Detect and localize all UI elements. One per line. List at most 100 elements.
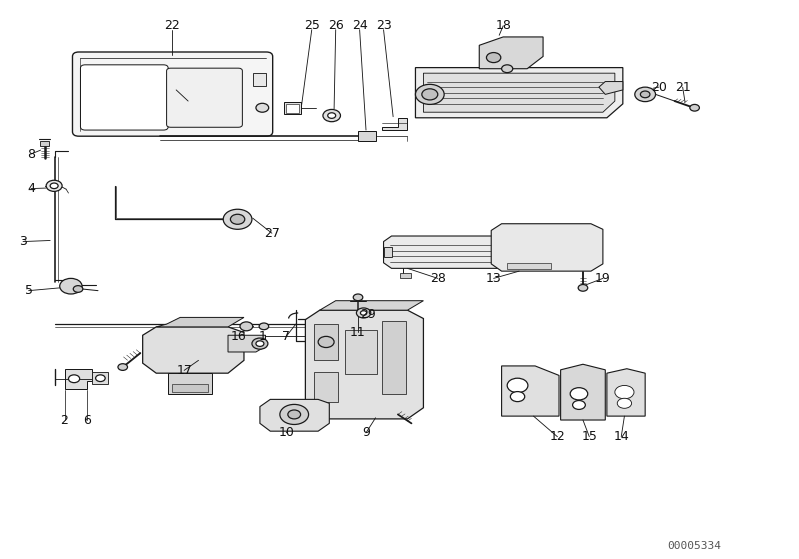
FancyBboxPatch shape (73, 52, 272, 136)
Circle shape (640, 91, 650, 98)
Bar (286, 104, 299, 113)
Text: 14: 14 (614, 430, 629, 443)
Circle shape (256, 103, 268, 112)
Polygon shape (384, 236, 583, 268)
Circle shape (240, 322, 252, 331)
Circle shape (60, 278, 82, 294)
Text: 12: 12 (550, 430, 566, 443)
Polygon shape (607, 369, 645, 416)
Circle shape (618, 398, 631, 408)
Circle shape (288, 410, 300, 419)
Circle shape (353, 294, 363, 301)
Text: 21: 21 (675, 80, 690, 93)
FancyBboxPatch shape (167, 68, 242, 127)
Bar (284, 102, 301, 115)
Polygon shape (320, 301, 423, 310)
Circle shape (507, 378, 528, 392)
Circle shape (573, 400, 586, 409)
Bar (345, 330, 377, 375)
Polygon shape (157, 318, 244, 327)
Text: 20: 20 (651, 80, 666, 93)
Circle shape (223, 209, 252, 229)
Polygon shape (479, 37, 543, 69)
Text: 7: 7 (282, 330, 290, 343)
Circle shape (487, 53, 501, 63)
Polygon shape (65, 369, 93, 390)
Circle shape (252, 338, 268, 349)
Circle shape (74, 286, 83, 292)
Circle shape (323, 110, 340, 122)
Text: 29: 29 (360, 308, 376, 321)
Circle shape (578, 285, 588, 291)
Circle shape (280, 404, 308, 424)
Circle shape (96, 375, 105, 382)
Bar (40, 141, 50, 146)
Bar (382, 321, 406, 394)
Text: 13: 13 (486, 272, 502, 285)
Text: 6: 6 (83, 414, 91, 427)
Text: 18: 18 (495, 20, 511, 32)
Bar (358, 131, 376, 141)
Bar (172, 384, 208, 392)
Circle shape (356, 308, 371, 318)
Polygon shape (423, 73, 615, 112)
Text: 24: 24 (352, 20, 368, 32)
Circle shape (50, 183, 58, 188)
Text: 9: 9 (362, 427, 370, 439)
Text: 19: 19 (595, 272, 610, 285)
Circle shape (502, 65, 513, 73)
Bar (507, 263, 551, 269)
Circle shape (69, 375, 80, 383)
Polygon shape (260, 399, 329, 431)
Text: 11: 11 (350, 326, 366, 339)
Text: 4: 4 (27, 182, 35, 195)
Circle shape (118, 364, 128, 371)
Circle shape (256, 341, 264, 347)
Bar (314, 372, 338, 402)
Text: 00005334: 00005334 (668, 541, 721, 551)
Circle shape (230, 214, 244, 224)
Text: 2: 2 (61, 414, 69, 427)
Text: 23: 23 (376, 20, 392, 32)
Circle shape (511, 392, 525, 401)
Circle shape (259, 323, 268, 330)
Polygon shape (415, 68, 623, 118)
Circle shape (318, 337, 334, 348)
Text: 1: 1 (258, 330, 266, 343)
Circle shape (634, 87, 655, 102)
Polygon shape (384, 247, 392, 257)
Text: 16: 16 (230, 330, 246, 343)
Text: 28: 28 (430, 272, 446, 285)
Polygon shape (599, 82, 623, 94)
Text: 26: 26 (328, 20, 344, 32)
Text: 15: 15 (582, 430, 598, 443)
Text: 25: 25 (304, 20, 320, 32)
Text: 10: 10 (278, 427, 294, 439)
Bar (314, 324, 338, 361)
Polygon shape (228, 335, 265, 352)
Text: 27: 27 (264, 227, 280, 240)
FancyBboxPatch shape (81, 65, 169, 130)
Polygon shape (143, 327, 244, 373)
Text: 8: 8 (27, 148, 35, 160)
Text: 3: 3 (19, 235, 27, 248)
Circle shape (360, 311, 367, 315)
Circle shape (415, 84, 444, 105)
Circle shape (328, 113, 336, 119)
Polygon shape (382, 118, 407, 130)
Circle shape (615, 386, 634, 399)
Circle shape (422, 89, 438, 100)
Circle shape (690, 105, 699, 111)
Polygon shape (561, 364, 606, 420)
Bar (252, 73, 266, 86)
Text: 22: 22 (165, 20, 180, 32)
Bar (400, 273, 411, 278)
Circle shape (46, 180, 62, 191)
Circle shape (570, 388, 588, 400)
Text: 17: 17 (177, 364, 192, 377)
Polygon shape (502, 366, 559, 416)
Polygon shape (491, 224, 603, 271)
Polygon shape (169, 373, 212, 394)
Bar (93, 372, 109, 385)
Polygon shape (305, 310, 423, 419)
